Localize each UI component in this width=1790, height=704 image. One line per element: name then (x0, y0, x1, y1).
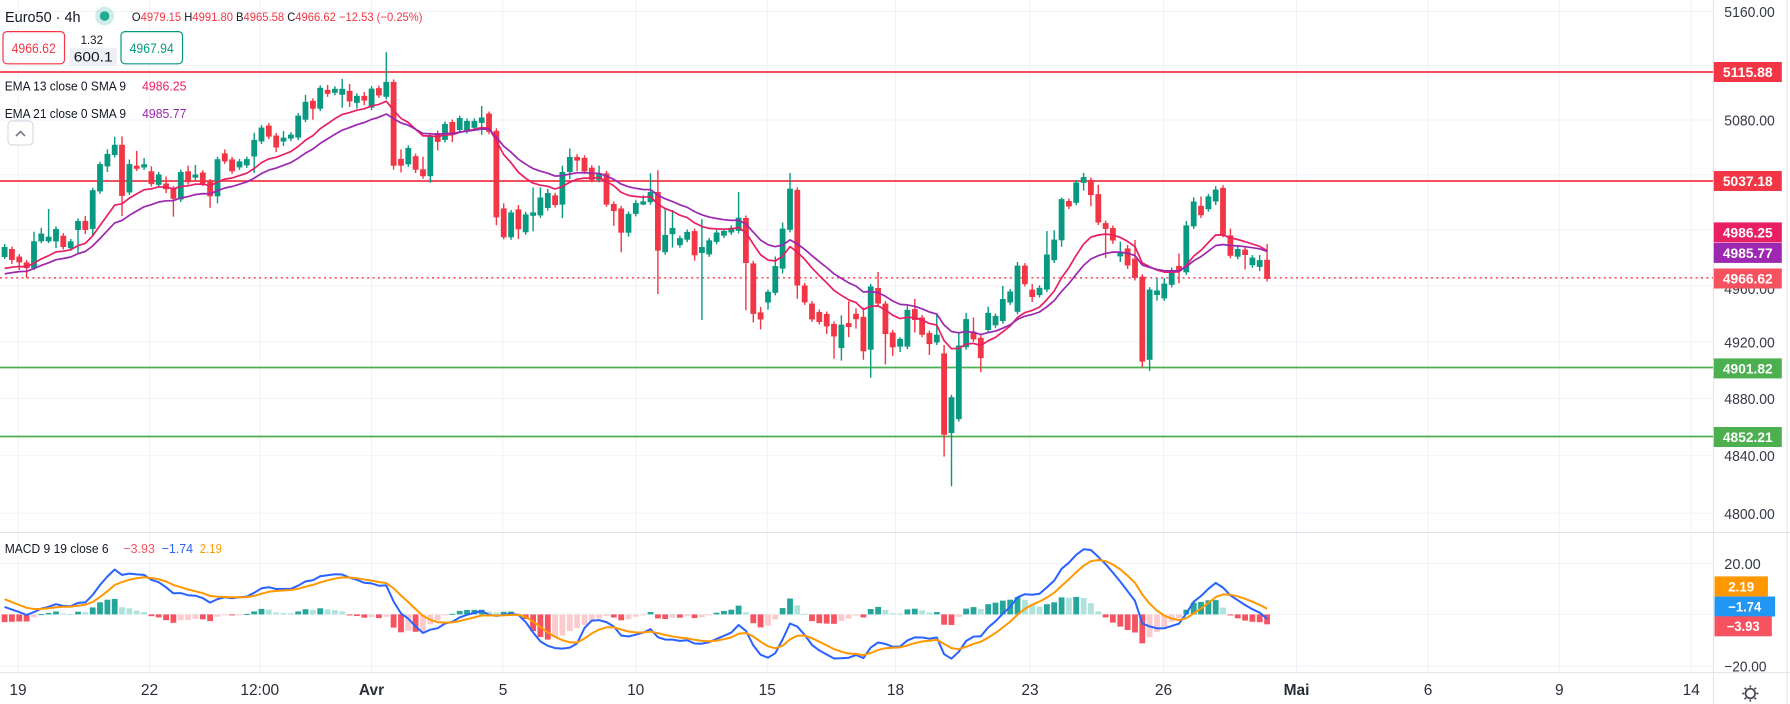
svg-text:4901.82: 4901.82 (1723, 361, 1773, 376)
svg-text:1.32: 1.32 (81, 35, 103, 47)
svg-text:26: 26 (1155, 682, 1172, 699)
svg-text:2.19: 2.19 (200, 541, 222, 556)
svg-text:4880.00: 4880.00 (1724, 391, 1775, 408)
svg-text:4986.25: 4986.25 (142, 78, 186, 93)
svg-text:2.19: 2.19 (1728, 579, 1754, 594)
svg-text:4966.62: 4966.62 (1723, 271, 1773, 286)
svg-text:5037.18: 5037.18 (1723, 174, 1773, 189)
svg-text:22: 22 (141, 682, 158, 699)
svg-text:Mai: Mai (1284, 682, 1310, 699)
svg-text:4985.77: 4985.77 (1723, 246, 1773, 261)
svg-text:−1.74: −1.74 (1728, 599, 1761, 614)
svg-text:12:00: 12:00 (240, 682, 279, 699)
svg-text:9: 9 (1555, 682, 1564, 699)
svg-text:10: 10 (627, 682, 645, 699)
svg-text:4800.00: 4800.00 (1724, 506, 1775, 523)
svg-text:20.00: 20.00 (1724, 556, 1761, 573)
svg-text:15: 15 (759, 682, 776, 699)
svg-text:6: 6 (1424, 682, 1433, 699)
svg-text:5115.88: 5115.88 (1723, 65, 1773, 80)
svg-text:EMA 13 close 0 SMA 9: EMA 13 close 0 SMA 9 (5, 78, 126, 93)
svg-text:4920.00: 4920.00 (1724, 334, 1775, 351)
svg-text:MACD 9 19 close 6: MACD 9 19 close 6 (5, 541, 109, 556)
svg-text:23: 23 (1021, 682, 1038, 699)
svg-text:600.1: 600.1 (74, 50, 113, 65)
svg-text:−3.93: −3.93 (123, 541, 154, 556)
svg-text:EMA 21 close 0 SMA 9: EMA 21 close 0 SMA 9 (5, 106, 126, 121)
svg-text:−3.93: −3.93 (1727, 619, 1760, 634)
svg-text:4966.62: 4966.62 (12, 41, 56, 56)
svg-text:5160.00: 5160.00 (1724, 4, 1775, 21)
svg-text:5: 5 (499, 682, 508, 699)
svg-text:4840.00: 4840.00 (1724, 448, 1775, 465)
svg-text:−20.00: −20.00 (1724, 659, 1766, 676)
svg-text:Avr: Avr (359, 682, 384, 699)
svg-text:−1.74: −1.74 (162, 541, 194, 556)
svg-text:O4979.15 H4991.80 B4965.58 C49: O4979.15 H4991.80 B4965.58 C4966.62 −12.… (132, 10, 423, 24)
svg-text:19: 19 (9, 682, 26, 699)
svg-text:18: 18 (887, 682, 904, 699)
svg-text:14: 14 (1683, 682, 1701, 699)
svg-text:4986.25: 4986.25 (1723, 225, 1773, 240)
svg-text:4967.94: 4967.94 (130, 41, 175, 56)
svg-text:4852.21: 4852.21 (1723, 430, 1773, 445)
svg-text:Euro50 · 4h: Euro50 · 4h (5, 9, 81, 26)
svg-text:4985.77: 4985.77 (142, 106, 186, 121)
svg-text:5080.00: 5080.00 (1724, 112, 1775, 129)
